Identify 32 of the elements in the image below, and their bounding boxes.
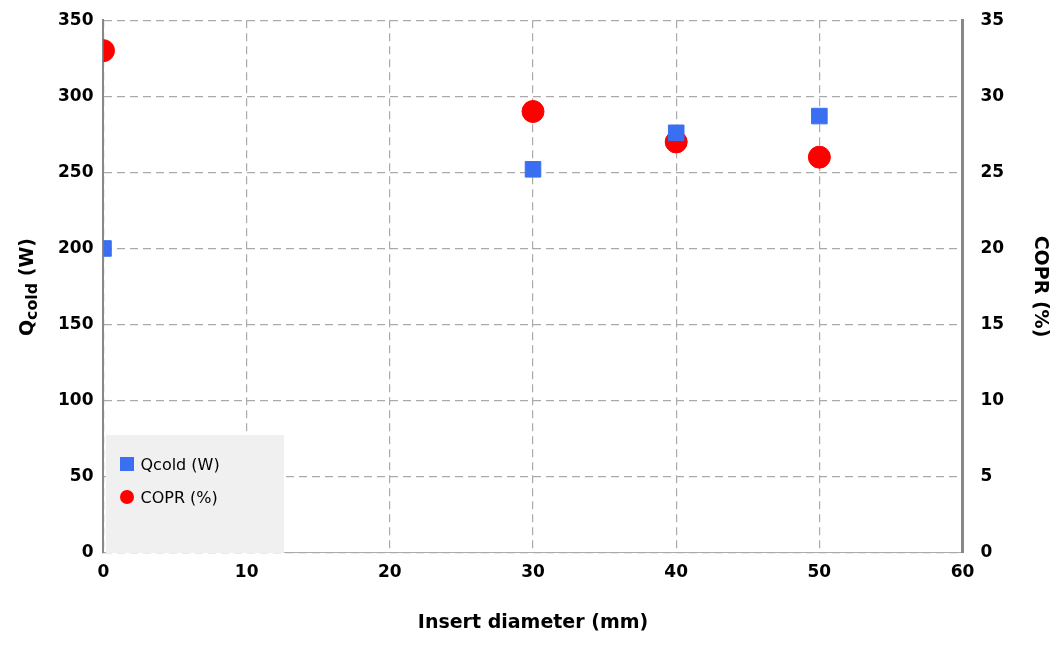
x-tick-label: 30 [521, 561, 546, 582]
point [521, 100, 545, 123]
y-tick-label: 200 [57, 236, 94, 257]
x-tick-label: 50 [807, 561, 832, 582]
y2-tick-label: 10 [980, 389, 1005, 410]
x-tick-label: 40 [664, 561, 689, 582]
x-tick-label: 20 [378, 561, 402, 582]
x-axis-title: Insert diameter (mm) [417, 609, 649, 632]
y2-tick-label: 30 [980, 84, 1005, 105]
y-tick-label: 350 [57, 8, 94, 29]
y-tick-label: 100 [57, 389, 94, 410]
point [667, 124, 685, 142]
y-tick-label: 50 [69, 465, 94, 486]
point [807, 145, 831, 169]
y2-tick-label: 0 [980, 541, 993, 562]
x-tick-label: 0 [97, 561, 110, 582]
y-tick-label: 250 [57, 160, 94, 181]
point [811, 107, 828, 125]
x-tick-label: 60 [950, 561, 975, 582]
y2-tick-label: 35 [980, 8, 1005, 29]
y-tick-label: 300 [57, 84, 94, 105]
point [524, 161, 542, 178]
y2-tick-label: 5 [980, 465, 993, 486]
y2-tick-label: 20 [980, 236, 1005, 257]
y2-tick-label: 25 [980, 160, 1005, 181]
y2-tick-label: 15 [980, 312, 1005, 333]
y2-axis-title: COPR (%) [1030, 235, 1053, 338]
legend-label: Qcold (W) [140, 454, 220, 474]
y-tick-label: 150 [57, 312, 94, 333]
y-tick-label: 0 [81, 541, 94, 562]
x-tick-label: 10 [234, 561, 259, 582]
legend-label: COPR (%) [140, 487, 218, 507]
